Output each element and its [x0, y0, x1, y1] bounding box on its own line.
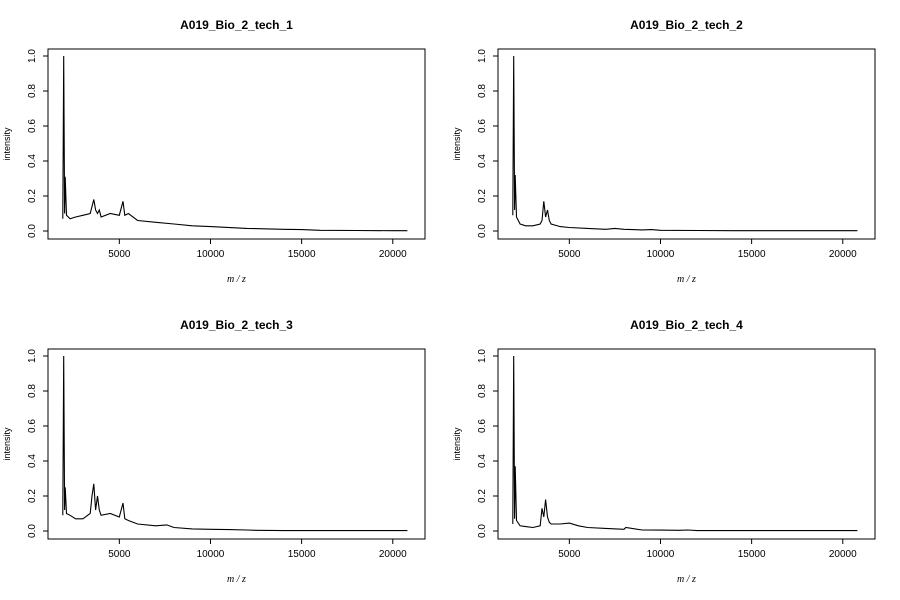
- y-tick-label: 0.2: [477, 489, 488, 503]
- y-tick-label: 0.8: [27, 384, 38, 398]
- y-tick-label: 1.0: [27, 49, 38, 63]
- chart-title: A019_Bio_2_tech_2: [630, 18, 743, 32]
- x-tick-label: 10000: [197, 549, 225, 560]
- x-tick-label: 15000: [288, 549, 316, 560]
- y-tick-label: 1.0: [27, 349, 38, 363]
- spectrum-series-line: [512, 355, 858, 532]
- y-axis-label: intensity: [452, 127, 462, 161]
- x-tick-label: 5000: [558, 549, 581, 560]
- y-tick-label: 0.2: [27, 189, 38, 203]
- y-tick-label: 0.8: [27, 84, 38, 98]
- spectrum-series-line: [62, 355, 408, 532]
- chart-title: A019_Bio_2_tech_1: [180, 18, 293, 32]
- x-tick-label: 15000: [288, 249, 316, 260]
- spectrum-panel-tech-4: A019_Bio_2_tech_4 5000 10000 15000 20000 0.0 0…: [452, 318, 876, 585]
- x-tick-label: 5000: [108, 549, 131, 560]
- y-tick-label: 0.2: [477, 189, 488, 203]
- y-axis-label: intensity: [2, 127, 12, 161]
- y-tick-label: 0.0: [27, 224, 38, 238]
- x-tick-label: 20000: [829, 549, 857, 560]
- x-axis-label: m / z: [677, 274, 696, 285]
- spectrum-panel-tech-1: A019_Bio_2_tech_1 5000 10000 15000 20000 0.0 0…: [2, 18, 426, 285]
- spectrum-series-line: [512, 55, 858, 232]
- y-tick-label: 0.6: [477, 119, 488, 133]
- x-axis-label: m / z: [227, 574, 246, 585]
- y-tick-label: 0.0: [477, 224, 488, 238]
- y-tick-label: 0.6: [27, 119, 38, 133]
- spectrum-panel-tech-3: A019_Bio_2_tech_3 5000 10000 15000 20000 0.0 0…: [2, 318, 426, 585]
- x-tick-label: 15000: [738, 249, 766, 260]
- x-tick-label: 10000: [197, 249, 225, 260]
- y-tick-label: 0.4: [27, 454, 38, 468]
- y-tick-label: 0.0: [27, 524, 38, 538]
- x-tick-label: 10000: [647, 249, 675, 260]
- y-tick-label: 0.2: [27, 489, 38, 503]
- y-tick-label: 0.6: [477, 419, 488, 433]
- y-tick-label: 1.0: [477, 49, 488, 63]
- spectrum-series-line: [62, 55, 408, 232]
- y-tick-label: 0.8: [477, 384, 488, 398]
- chart-title: A019_Bio_2_tech_3: [180, 318, 293, 332]
- y-tick-label: 0.4: [477, 454, 488, 468]
- x-axis-label: m / z: [227, 274, 246, 285]
- y-tick-label: 0.4: [27, 154, 38, 168]
- plot-frame: [497, 348, 876, 540]
- plot-frame: [497, 48, 876, 240]
- chart-title: A019_Bio_2_tech_4: [630, 318, 743, 332]
- x-axis-label: m / z: [677, 574, 696, 585]
- x-tick-label: 20000: [829, 249, 857, 260]
- x-tick-label: 5000: [558, 249, 581, 260]
- x-tick-label: 20000: [379, 249, 407, 260]
- y-tick-label: 0.6: [27, 419, 38, 433]
- spectrum-panel-tech-2: A019_Bio_2_tech_2 5000 10000 15000 20000 0.0 0…: [452, 18, 876, 285]
- x-tick-label: 5000: [108, 249, 131, 260]
- y-axis-label: intensity: [452, 427, 462, 461]
- y-tick-label: 0.0: [477, 524, 488, 538]
- y-tick-label: 0.8: [477, 84, 488, 98]
- y-axis-label: intensity: [2, 427, 12, 461]
- y-tick-label: 1.0: [477, 349, 488, 363]
- plot-frame: [47, 48, 426, 240]
- x-tick-label: 10000: [647, 549, 675, 560]
- y-tick-label: 0.4: [477, 154, 488, 168]
- x-tick-label: 20000: [379, 549, 407, 560]
- plot-frame: [47, 348, 426, 540]
- x-tick-label: 15000: [738, 549, 766, 560]
